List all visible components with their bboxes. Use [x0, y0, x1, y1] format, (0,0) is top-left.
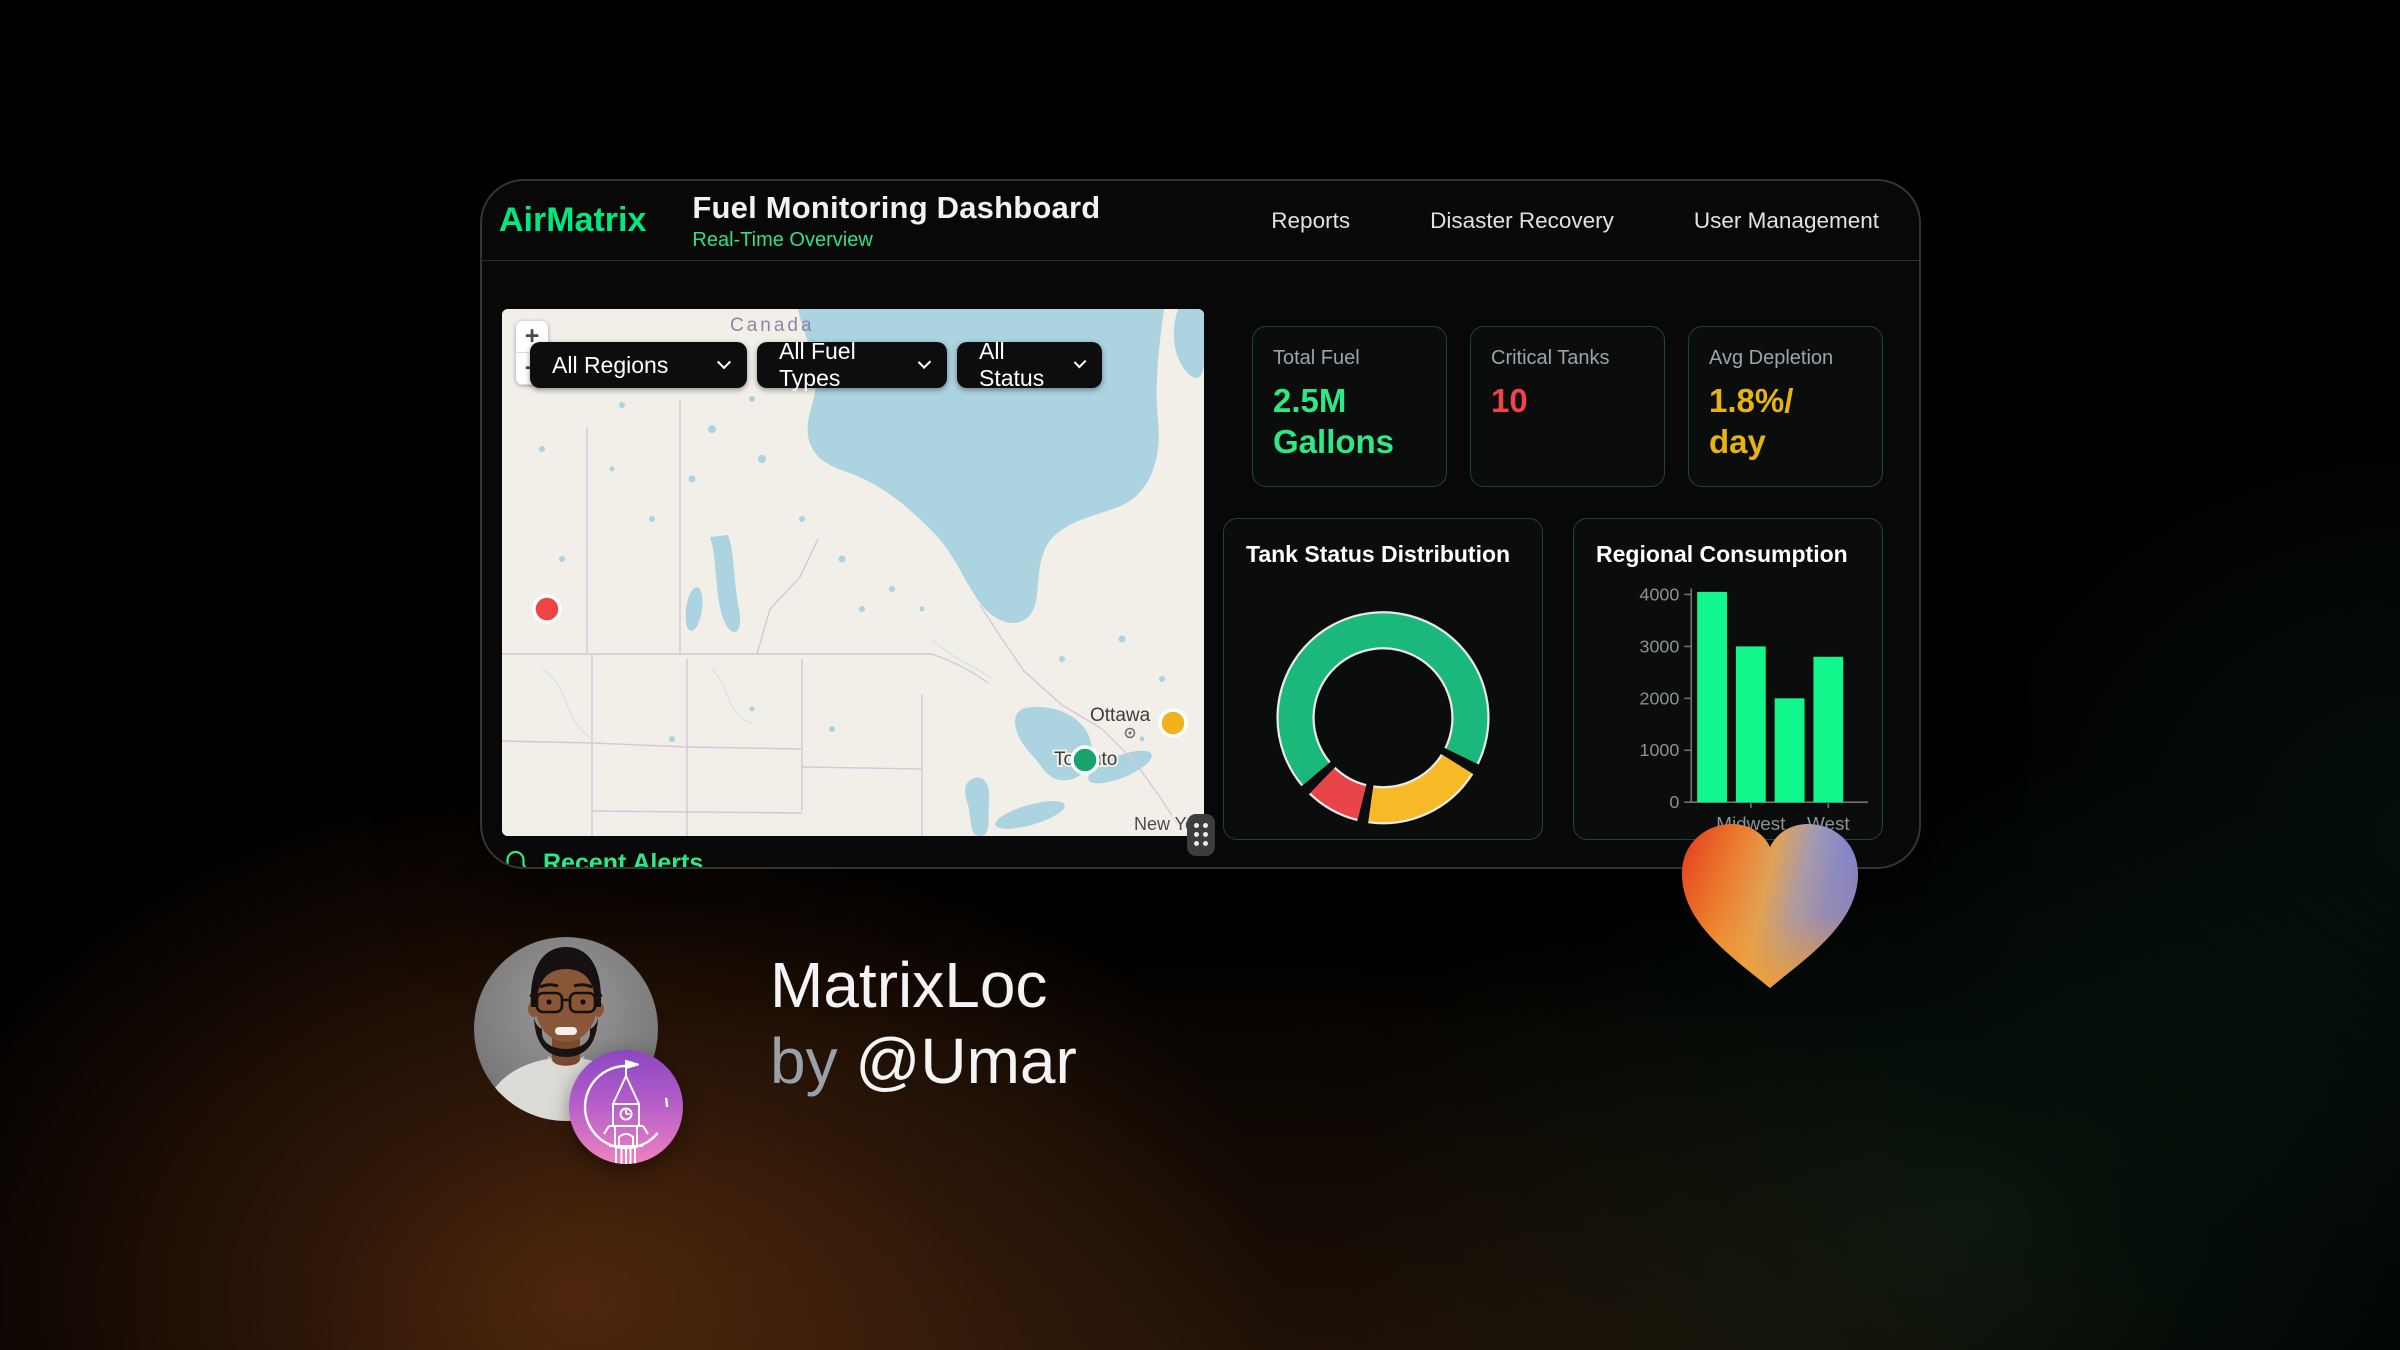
svg-text:1000: 1000 [1640, 740, 1680, 760]
stat-value: 2.5M Gallons [1273, 382, 1395, 461]
title-block: Fuel Monitoring Dashboard Real-Time Over… [692, 190, 1100, 252]
product-name: MatrixLoc [770, 949, 1048, 1021]
map-panel[interactable]: Canada Ottawa Toronto New York + − All R… [502, 309, 1204, 836]
stat-card-total-fuel: Total Fuel 2.5M Gallons [1252, 326, 1447, 487]
bell-icon [504, 850, 527, 867]
chevron-down-icon [917, 355, 932, 369]
landmark-badge [569, 1050, 683, 1164]
regional-consumption-chart-card: Regional Consumption 0 1000 2000 3000 4000 Mi… [1573, 518, 1883, 840]
byline-prefix: by [770, 1024, 838, 1097]
fuel-type-filter-select[interactable]: All Fuel Types [757, 338, 947, 391]
tank-marker-warning[interactable] [1158, 708, 1188, 738]
map-borders [502, 401, 1179, 836]
status-filter-value: All Status [979, 338, 1045, 391]
svg-text:4000: 4000 [1640, 584, 1680, 604]
tank-status-chart-card: Tank Status Distribution [1223, 518, 1543, 840]
page-subtitle: Real-Time Overview [692, 228, 873, 251]
page-title: Fuel Monitoring Dashboard [692, 189, 1101, 225]
svg-text:3000: 3000 [1640, 636, 1680, 656]
chevron-down-icon [716, 355, 732, 370]
stat-card-critical-tanks: Critical Tanks 10 [1470, 326, 1665, 487]
stat-label: Avg Depletion [1709, 347, 1834, 369]
drag-handle-icon[interactable] [1187, 814, 1215, 856]
svg-text:0: 0 [1669, 792, 1679, 812]
map-filters: All Regions All Fuel Types All Status [530, 338, 1102, 391]
status-filter-select[interactable]: All Status [957, 338, 1102, 391]
tank-marker-critical[interactable] [532, 594, 562, 624]
stat-card-avg-depletion: Avg Depletion 1.8%/ day [1688, 326, 1883, 487]
donut-chart [1276, 611, 1490, 825]
stat-value: 10 [1491, 382, 1528, 419]
recent-alerts-title: Recent Alerts [543, 849, 704, 869]
svg-text:2000: 2000 [1640, 688, 1680, 708]
region-filter-value: All Regions [552, 351, 669, 378]
stat-value: 1.8%/ day [1709, 382, 1794, 461]
dashboard-window: AirMatrix Fuel Monitoring Dashboard Real… [480, 179, 1921, 869]
map-label-canada: Canada [730, 315, 815, 336]
tank-marker-normal[interactable] [1070, 745, 1100, 775]
stat-label: Critical Tanks [1491, 347, 1610, 369]
recent-alerts-section: Recent Alerts [502, 849, 704, 869]
map-rivers [541, 638, 993, 740]
region-filter-select[interactable]: All Regions [530, 342, 747, 388]
brand-logo: AirMatrix [499, 201, 647, 239]
caption: MatrixLoc by @Umar [770, 948, 1077, 1099]
stats-row: Total Fuel 2.5M Gallons Critical Tanks 1… [1252, 326, 1883, 487]
map-label-ottawa: Ottawa [1090, 705, 1151, 726]
stat-label: Total Fuel [1273, 347, 1360, 369]
author-handle: @Umar [855, 1024, 1077, 1097]
nav-disaster-recovery[interactable]: Disaster Recovery [1430, 207, 1614, 233]
chart-title: Tank Status Distribution [1246, 541, 1511, 567]
byline: by @Umar [770, 1024, 1077, 1100]
chevron-down-icon [1073, 355, 1087, 369]
nav-reports[interactable]: Reports [1271, 207, 1351, 233]
charts-row: Tank Status Distribution Regional Consum… [1223, 518, 1883, 840]
heart-icon [1668, 812, 1872, 1001]
header: AirMatrix Fuel Monitoring Dashboard Real… [482, 181, 1919, 261]
nav-user-management[interactable]: User Management [1693, 207, 1879, 233]
chart-title: Regional Consumption [1596, 541, 1848, 567]
tower-icon [603, 1060, 649, 1164]
map-markers [532, 594, 1188, 775]
main-nav: Reports Disaster Recovery User Managemen… [1271, 208, 1919, 234]
fuel-type-filter-value: All Fuel Types [779, 338, 856, 391]
